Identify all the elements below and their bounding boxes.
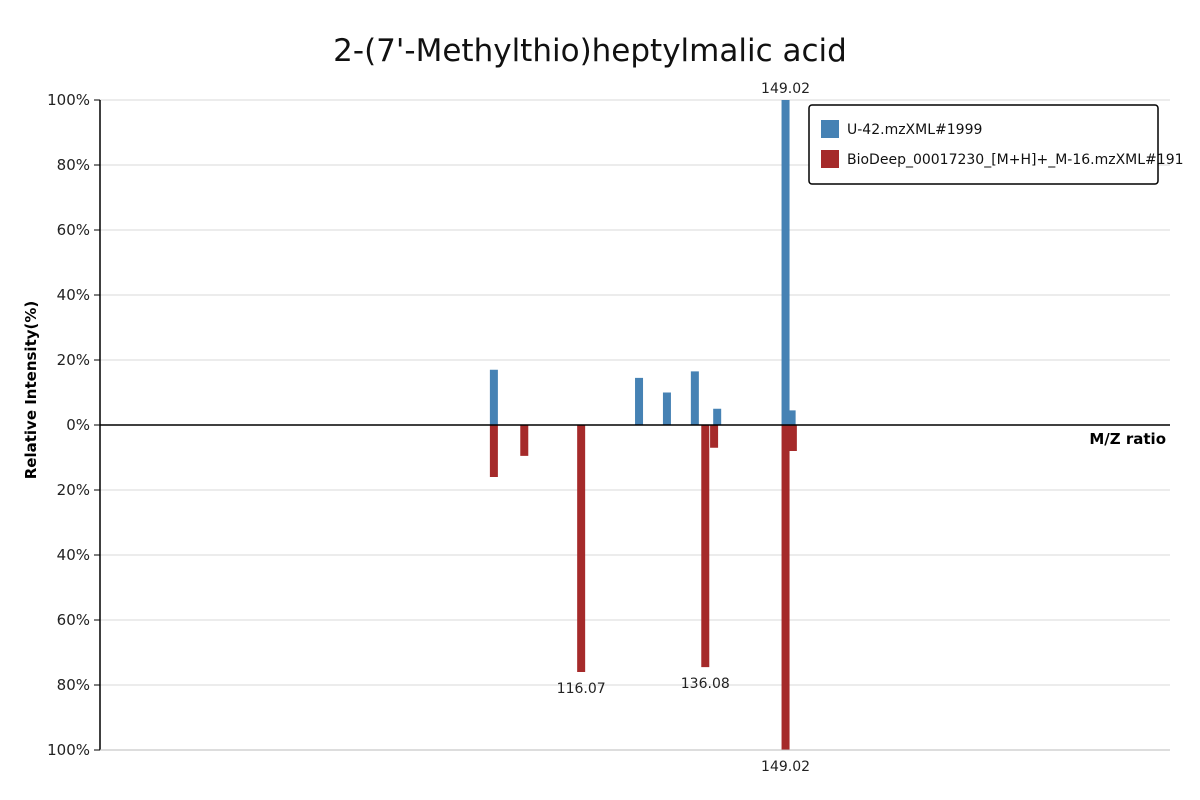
y-tick-label: 80% [57,676,90,694]
peak-labels: 149.02 116.07 136.08 149.02 [557,81,810,775]
legend-label-series-1: U-42.mzXML#1999 [847,122,982,138]
reference-peak-bar [489,425,498,477]
query-peak-bar [781,100,790,425]
legend-swatch-series-2 [821,150,839,168]
y-tick-label: 60% [57,611,90,629]
y-tick-label: 100% [47,741,90,759]
axes [99,100,1170,751]
x-axis-title: M/Z ratio [1089,430,1166,448]
peak-label: 136.08 [681,676,730,692]
peak-label: 116.07 [557,681,606,697]
y-tick-label: 20% [57,481,90,499]
y-axis-title: Relative Intensity(%) [22,301,40,480]
peak-label: 149.02 [761,759,810,775]
y-tick-labels: 100% 80% 60% 40% 20% 0% 20% 40% 60% 80% 100% [47,91,100,759]
query-peak-bar [690,371,699,425]
y-tick-label: 100% [47,91,90,109]
query-peak-bar [787,410,796,425]
chart-title: 2-(7'-Methylthio)heptylmalic acid [333,33,847,69]
y-tick-label: 40% [57,546,90,564]
y-tick-label: 20% [57,351,90,369]
reference-peak-bar [520,425,529,456]
legend-label-series-2: BioDeep_00017230_[M+H]+_M-16.mzXML#191 [847,152,1184,168]
legend-box [808,104,1159,185]
reference-peak-bar [577,425,586,672]
query-peak-bar [713,408,722,425]
bars [489,100,797,750]
reference-peak-bar [788,425,797,451]
peak-label: 149.02 [761,81,810,97]
query-peak-bar [489,369,498,425]
y-tick-label: 80% [57,156,90,174]
y-tick-label: 40% [57,286,90,304]
y-tick-label: 60% [57,221,90,239]
query-peak-bar [635,377,644,425]
legend: U-42.mzXML#1999 BioDeep_00017230_[M+H]+_… [808,104,1184,185]
reference-peak-bar [701,425,710,668]
legend-swatch-series-1 [821,120,839,138]
query-peak-bar [662,392,671,425]
reference-peak-bar [781,425,790,750]
y-tick-label: 0% [66,416,90,434]
reference-peak-bar [710,425,719,448]
